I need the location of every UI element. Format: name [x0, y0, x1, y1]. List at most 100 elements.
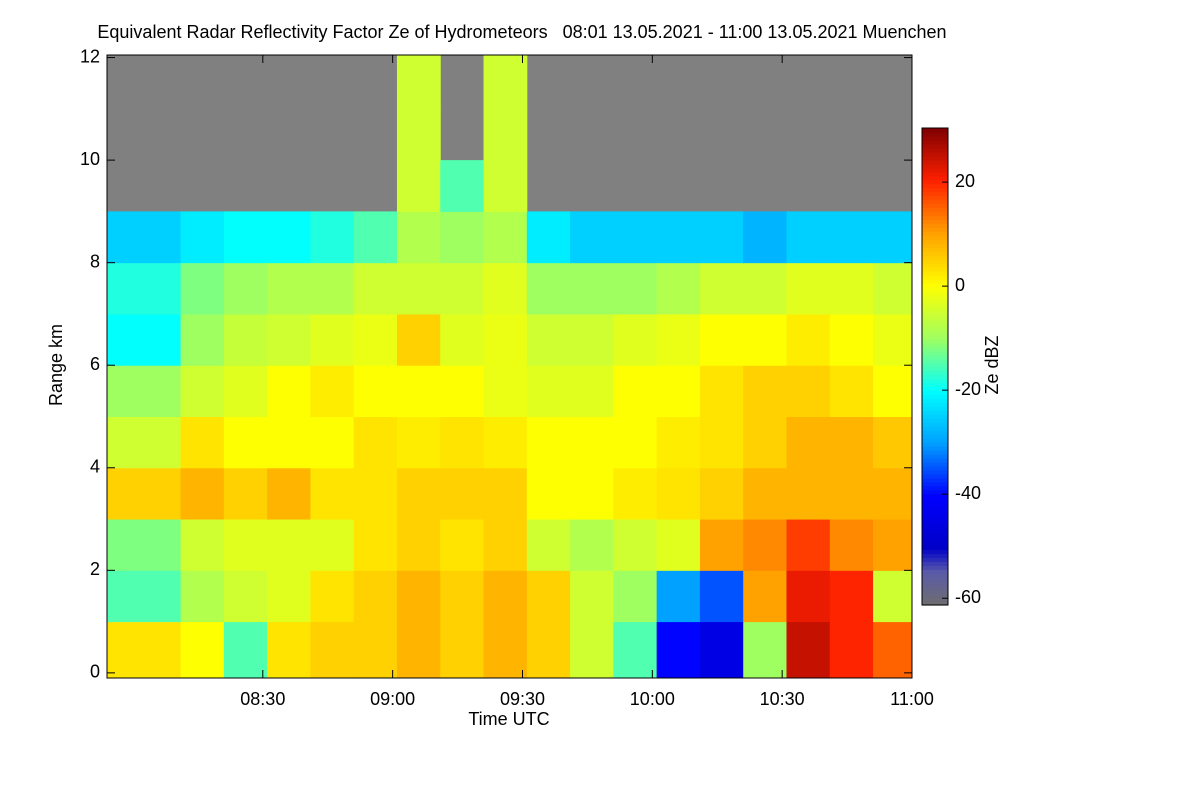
heatmap-cell — [873, 570, 912, 623]
x-tick-label: 09:00 — [370, 689, 415, 709]
heatmap-cell — [396, 467, 441, 520]
heatmap-cell — [699, 621, 744, 678]
heatmap-cell — [526, 467, 571, 520]
colorbar-segment — [922, 517, 948, 523]
heatmap-cell — [353, 416, 398, 469]
colorbar-segment — [922, 545, 948, 550]
colorbar-segment — [922, 259, 948, 264]
colorbar-segment — [922, 573, 948, 578]
heatmap-cell — [396, 621, 441, 678]
colorbar-segment — [922, 135, 948, 141]
heatmap-cell — [483, 519, 528, 571]
heatmap-cell — [570, 365, 614, 417]
heatmap-cell — [570, 262, 614, 315]
colorbar-segment — [922, 497, 948, 503]
colorbar-segment — [922, 267, 948, 272]
heatmap-cell — [223, 570, 268, 623]
heatmap-cell — [743, 570, 787, 623]
heatmap-cell — [613, 416, 658, 469]
heatmap-cell — [483, 365, 528, 417]
heatmap-cell — [526, 570, 571, 623]
colorbar-segment — [922, 438, 948, 443]
heatmap-cell — [829, 467, 874, 520]
colorbar-segment — [922, 219, 948, 224]
heatmap-cell — [107, 211, 182, 264]
colorbar-segment — [922, 553, 948, 558]
heatmap-cell — [786, 211, 831, 264]
heatmap-cell — [310, 621, 355, 678]
heatmap-cell — [353, 519, 398, 571]
heatmap-cell — [396, 570, 441, 623]
y-tick-label: 2 — [90, 559, 100, 579]
colorbar-segment — [922, 287, 948, 292]
colorbar-segment — [922, 430, 948, 435]
y-tick-label: 8 — [90, 251, 100, 271]
colorbar-segment — [922, 279, 948, 284]
heatmap-cell — [440, 211, 485, 264]
colorbar-segment — [922, 565, 948, 570]
heatmap-cell — [223, 621, 268, 678]
heatmap-cell — [656, 570, 701, 623]
heatmap-cell — [180, 365, 225, 417]
y-tick-label: 6 — [90, 354, 100, 374]
heatmap-cell — [483, 211, 528, 264]
heatmap-cell — [613, 519, 658, 571]
heatmap-cell — [223, 262, 268, 315]
colorbar-segment — [922, 446, 948, 451]
colorbar-segment — [922, 251, 948, 256]
colorbar-segment — [922, 354, 948, 360]
heatmap-cell — [743, 313, 787, 366]
colorbar-segment — [922, 493, 948, 499]
heatmap-cell — [353, 621, 398, 678]
heatmap-cell — [396, 416, 441, 469]
colorbar-segment — [922, 203, 948, 209]
heatmap-cell — [267, 570, 311, 623]
heatmap-cell — [107, 365, 182, 417]
colorbar-segment — [922, 175, 948, 181]
colorbar-segment — [922, 239, 948, 244]
heatmap-cell — [223, 416, 268, 469]
colorbar-segment — [922, 290, 948, 296]
colorbar-segment — [922, 601, 948, 606]
heatmap-cell — [483, 313, 528, 366]
colorbar-segment — [922, 139, 948, 145]
colorbar-segment — [922, 223, 948, 228]
colorbar-segment — [922, 513, 948, 519]
colorbar-frame — [921, 127, 949, 606]
colorbar-segment — [922, 378, 948, 383]
heatmap-cell — [310, 519, 355, 571]
colorbar-segment — [922, 346, 948, 352]
colorbar-segment — [922, 314, 948, 320]
heatmap-cell — [180, 467, 225, 520]
colorbar-segment — [922, 342, 948, 348]
heatmap-cell — [526, 211, 571, 264]
colorbar-segment — [922, 481, 948, 487]
heatmap-cell — [353, 365, 398, 417]
heatmap-cell — [656, 621, 701, 678]
heatmap-cell — [699, 519, 744, 571]
colorbar-segment — [922, 322, 948, 328]
colorbar-segment — [922, 533, 948, 539]
heatmap-cell — [310, 365, 355, 417]
colorbar-segment — [922, 509, 948, 515]
heatmap-cell — [107, 570, 182, 623]
heatmap-cell — [570, 313, 614, 366]
colorbar-segment — [922, 394, 948, 399]
heatmap-cell — [829, 570, 874, 623]
heatmap-cell — [267, 621, 311, 678]
heatmap-cell — [570, 519, 614, 571]
heatmap-cell — [786, 365, 831, 417]
heatmap-cell — [310, 416, 355, 469]
heatmap-cell — [440, 313, 485, 366]
heatmap-cell — [743, 211, 787, 264]
colorbar-segment — [922, 195, 948, 201]
heatmap-cell — [829, 262, 874, 315]
colorbar-segment — [922, 183, 948, 189]
colorbar-segment — [922, 537, 948, 542]
colorbar-segment — [922, 151, 948, 157]
heatmap-cell — [353, 262, 398, 315]
colorbar-segment — [922, 374, 948, 380]
colorbar-segment — [922, 414, 948, 419]
heatmap-cell — [829, 313, 874, 366]
heatmap-cell — [829, 519, 874, 571]
